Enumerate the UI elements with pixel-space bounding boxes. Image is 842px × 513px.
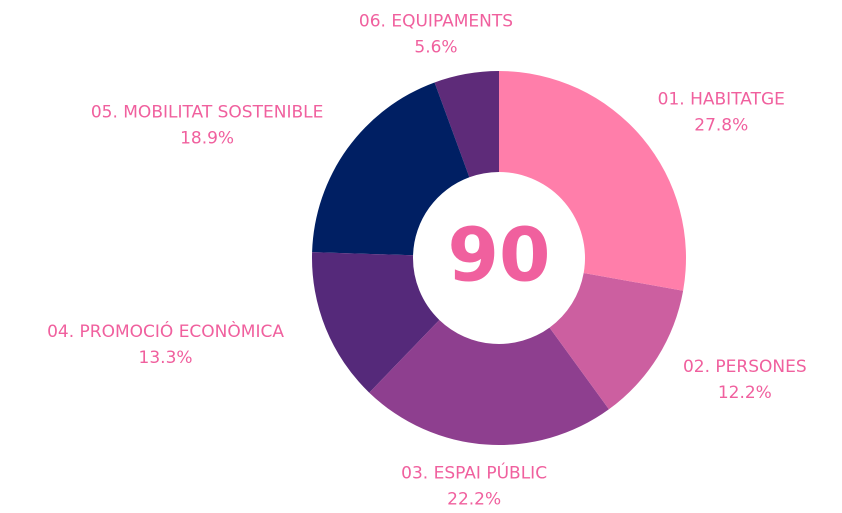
donut-segment (434, 71, 499, 178)
donut-segment (549, 273, 684, 410)
donut-segment (312, 82, 470, 256)
category-label: 01. HABITATGE (658, 90, 785, 110)
category-label: 04. PROMOCIÓ ECONÒMICA (47, 320, 284, 342)
donut-segment (312, 252, 440, 393)
value-label: 5.6% (414, 38, 457, 58)
value-label: 22.2% (447, 489, 501, 509)
donut-segment (499, 71, 686, 291)
donut-segment (369, 319, 609, 445)
category-label: 03. ESPAI PÚBLIC (401, 461, 547, 483)
center-label: 90 (448, 213, 551, 299)
value-label: 12.2% (718, 383, 772, 403)
category-label: 06. EQUIPAMENTS (359, 12, 513, 32)
value-label: 27.8% (694, 116, 748, 136)
value-label: 18.9% (180, 129, 234, 149)
category-label: 02. PERSONES (683, 357, 807, 377)
value-label: 13.3% (139, 348, 193, 368)
category-label: 05. MOBILITAT SOSTENIBLE (91, 103, 324, 123)
